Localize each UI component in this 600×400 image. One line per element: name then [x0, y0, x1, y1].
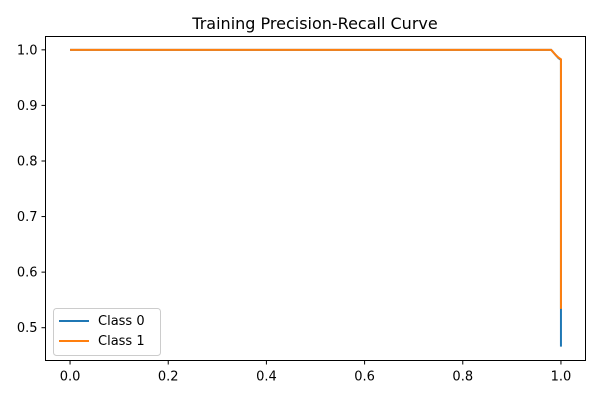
- x-tick-label: 0.6: [354, 370, 375, 385]
- y-tick-label: 1.0: [17, 43, 38, 58]
- x-tick-label: 1.0: [551, 370, 572, 385]
- y-tick-label: 0.9: [17, 99, 38, 114]
- series-line-class-0: [70, 48, 562, 347]
- y-axis: 0.5 0.6 0.7 0.8 0.9 1.0: [17, 43, 46, 336]
- series-line-class-1: [70, 48, 562, 309]
- plot-frame: [45, 36, 586, 361]
- x-tick-label: 0.4: [256, 370, 277, 385]
- x-tick-label: 0.0: [60, 370, 81, 385]
- y-tick-label: 0.7: [17, 210, 38, 225]
- legend: Class 0 Class 1: [53, 308, 161, 356]
- legend-label-class-1: Class 1: [98, 334, 145, 349]
- y-tick-label: 0.5: [17, 321, 38, 336]
- chart-title: Training Precision-Recall Curve: [191, 14, 437, 33]
- x-tick-label: 0.2: [158, 370, 179, 385]
- y-tick-label: 0.6: [17, 266, 38, 281]
- x-axis: 0.0 0.2 0.4 0.6 0.8 1.0: [60, 360, 572, 385]
- legend-label-class-0: Class 0: [98, 314, 145, 329]
- x-tick-label: 0.8: [452, 370, 473, 385]
- y-tick-label: 0.8: [17, 154, 38, 169]
- series-lines: [70, 48, 562, 347]
